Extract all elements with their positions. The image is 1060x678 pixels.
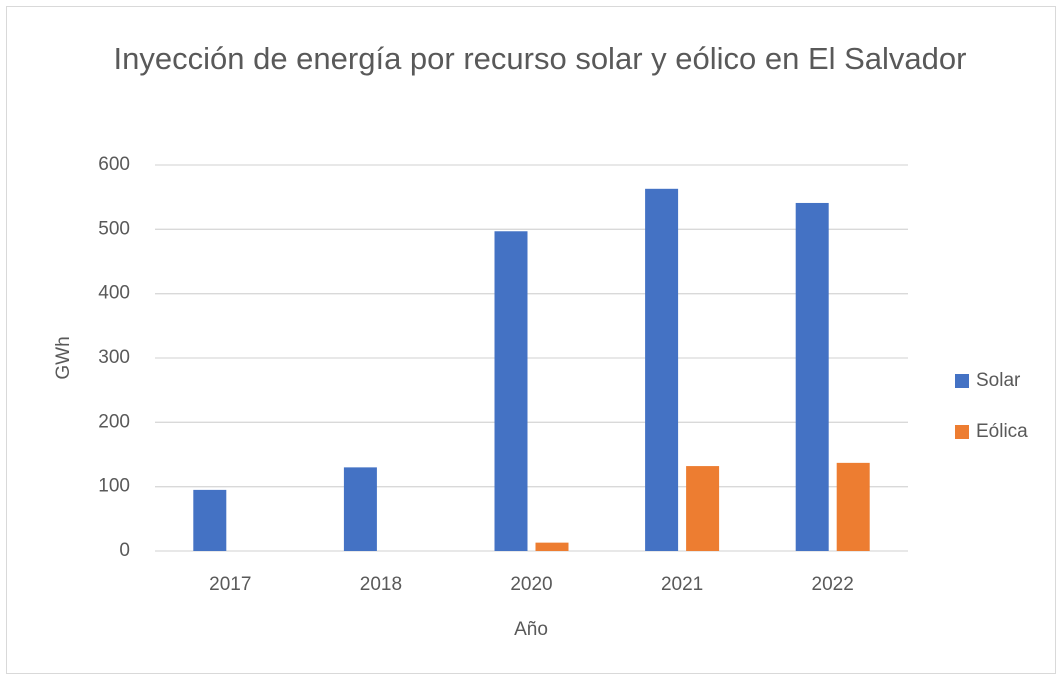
bar [795, 202, 829, 551]
y-tick-label: 0 [119, 540, 130, 561]
y-tick-label: 200 [98, 411, 130, 432]
bar [343, 467, 377, 551]
legend-label: Solar [976, 370, 1021, 391]
x-tick-label: 2018 [360, 574, 402, 595]
bar [645, 188, 679, 551]
x-axis-label: Año [514, 619, 548, 640]
bar [535, 542, 569, 551]
bar [686, 466, 720, 551]
legend-swatch [955, 374, 969, 388]
chart-frame [6, 6, 1056, 674]
chart-title: Inyección de energía por recurso solar y… [113, 41, 967, 76]
y-tick-label: 100 [98, 476, 130, 497]
bar [836, 462, 870, 551]
y-tick-label: 300 [98, 347, 130, 368]
x-tick-label: 2017 [209, 574, 251, 595]
bar [494, 231, 528, 551]
x-tick-label: 2021 [661, 574, 703, 595]
bar [193, 489, 227, 551]
x-tick-label: 2022 [812, 574, 854, 595]
y-axis-label: GWh [53, 336, 74, 379]
y-tick-label: 500 [98, 218, 130, 239]
x-tick-label: 2020 [510, 574, 552, 595]
y-tick-label: 600 [98, 154, 130, 175]
y-tick-label: 400 [98, 283, 130, 304]
legend-swatch [955, 425, 969, 439]
legend-label: Eólica [976, 421, 1028, 442]
